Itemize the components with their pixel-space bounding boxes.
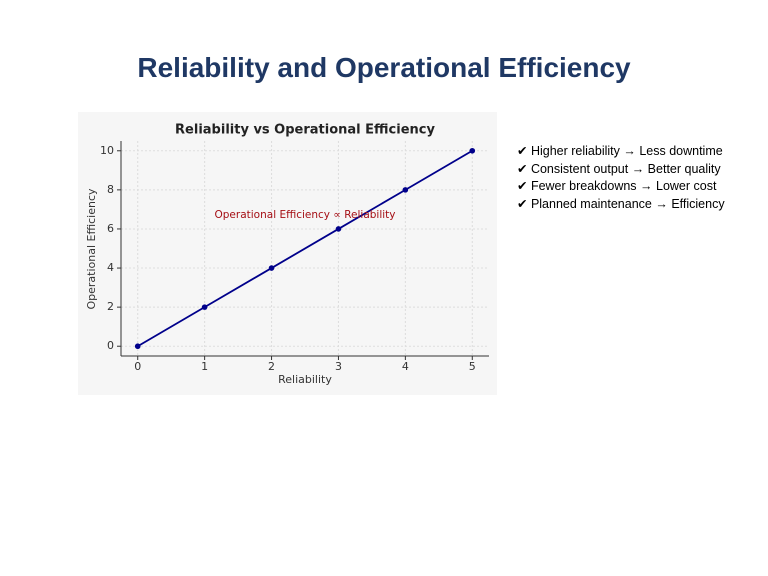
y-tick-label: 4 xyxy=(107,261,114,274)
y-tick-label: 8 xyxy=(107,183,114,196)
point xyxy=(402,187,409,193)
chart-background xyxy=(78,112,497,395)
bullet: ✔ Fewer breakdowns → Lower cost xyxy=(517,179,717,194)
line xyxy=(137,149,473,348)
x-tick-label: 0 xyxy=(134,360,141,373)
x-tick-label: 1 xyxy=(201,360,208,373)
x-tick-label: 4 xyxy=(402,360,409,373)
x-tick-label: 5 xyxy=(469,360,476,373)
point xyxy=(268,265,275,271)
y-axis-label: Operational Efficiency xyxy=(85,188,98,310)
annotation: Operational Efficiency ∝ Reliability xyxy=(215,209,396,221)
y-tick-label: 6 xyxy=(107,222,114,235)
point xyxy=(201,304,208,310)
bullet: ✔ Consistent output → Better quality xyxy=(517,161,721,176)
bullet-list: ✔ Higher reliability → Less downtime ✔ Co… xyxy=(517,143,725,214)
slide-title: Reliability and Operational Efficiency xyxy=(137,52,631,83)
x-axis-label: Reliability xyxy=(278,373,332,386)
point xyxy=(335,226,342,232)
y-tick-label: 2 xyxy=(107,300,114,313)
y-tick-label: 0 xyxy=(107,339,114,352)
bullet: ✔ Planned maintenance → Efficiency xyxy=(517,197,725,212)
bullet: ✔ Higher reliability → Less downtime xyxy=(517,144,723,158)
chart-title: Reliability vs Operational Efficiency xyxy=(175,123,435,138)
point xyxy=(134,343,141,350)
point xyxy=(469,147,476,154)
y-tick-label: 10 xyxy=(100,144,114,157)
x-tick-label: 3 xyxy=(335,360,342,373)
x-tick-label: 2 xyxy=(268,360,275,373)
